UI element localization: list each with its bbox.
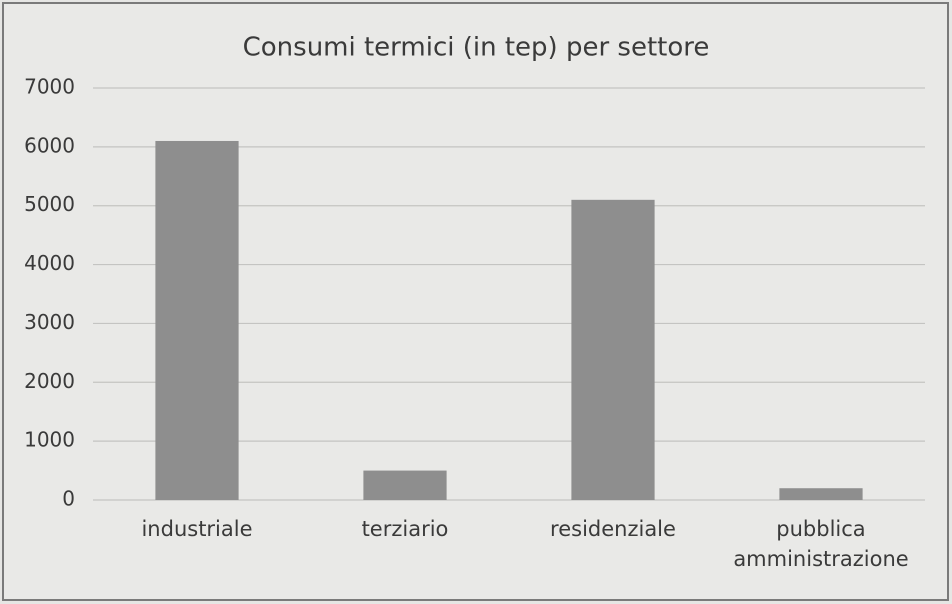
y-tick-label: 2000: [24, 369, 75, 393]
y-tick-label: 1000: [24, 428, 75, 452]
bar: [571, 199, 655, 501]
x-tick-label: residenziale: [550, 517, 676, 541]
x-tick-label: industriale: [141, 517, 253, 541]
y-tick-label: 0: [62, 487, 75, 511]
bar: [779, 488, 863, 500]
y-tick-label: 4000: [24, 251, 75, 275]
x-tick-label: pubblica amministrazione: [733, 517, 909, 571]
y-tick-label: 7000: [24, 75, 75, 99]
y-tick-label: 3000: [24, 310, 75, 334]
bar: [155, 140, 239, 500]
chart-title: Consumi termici (in tep) per settore: [243, 33, 710, 63]
y-tick-label: 6000: [24, 133, 75, 157]
x-tick-label: terziario: [361, 517, 449, 541]
bar: [363, 470, 447, 500]
y-tick-label: 5000: [24, 192, 75, 216]
